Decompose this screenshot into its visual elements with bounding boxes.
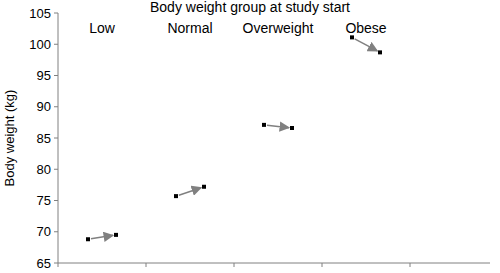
category-label: Normal bbox=[167, 20, 212, 36]
y-tick bbox=[54, 200, 58, 201]
point-marker bbox=[86, 237, 90, 241]
x-tick bbox=[58, 263, 59, 267]
x-tick bbox=[234, 263, 235, 267]
x-tick bbox=[146, 263, 147, 267]
change-arrow bbox=[355, 39, 378, 51]
point-marker bbox=[174, 194, 178, 198]
y-tick-label: 100 bbox=[29, 37, 51, 52]
x-tick bbox=[322, 263, 323, 267]
y-tick-label: 95 bbox=[37, 68, 51, 83]
y-tick bbox=[54, 13, 58, 14]
y-tick bbox=[54, 169, 58, 170]
point-marker bbox=[114, 233, 118, 237]
y-tick bbox=[54, 44, 58, 45]
chart: 65 70 75 80 85 90 95 100 105 Body weight group at… bbox=[0, 0, 500, 273]
point-marker bbox=[202, 185, 206, 189]
title: Body weight group at study start bbox=[150, 0, 350, 15]
plot-marks bbox=[86, 35, 382, 241]
y-tick-label: 70 bbox=[37, 224, 51, 239]
y-tick-label: 90 bbox=[37, 99, 51, 114]
y-tick bbox=[54, 75, 58, 76]
x-tick bbox=[410, 263, 411, 267]
y-tick-label: 80 bbox=[37, 162, 51, 177]
point-marker bbox=[262, 123, 266, 127]
y-tick-label: 75 bbox=[37, 193, 51, 208]
category-label: Overweight bbox=[243, 20, 314, 36]
y-tick bbox=[54, 263, 58, 264]
category-label: Obese bbox=[345, 20, 386, 36]
y-tick-label: 85 bbox=[37, 131, 51, 146]
y-tick-label: 105 bbox=[29, 6, 51, 21]
change-arrow bbox=[267, 125, 289, 127]
y-tick bbox=[54, 138, 58, 139]
point-marker bbox=[290, 126, 294, 130]
point-marker bbox=[350, 35, 354, 39]
change-arrow bbox=[91, 235, 113, 238]
x-axis bbox=[58, 263, 490, 264]
change-arrow bbox=[179, 188, 201, 195]
point-marker bbox=[378, 50, 382, 54]
y-tick-label: 65 bbox=[37, 256, 51, 271]
y-tick bbox=[54, 231, 58, 232]
y-axis-label: Body weight (kg) bbox=[2, 90, 17, 187]
category-label: Low bbox=[89, 20, 116, 36]
y-tick bbox=[54, 106, 58, 107]
